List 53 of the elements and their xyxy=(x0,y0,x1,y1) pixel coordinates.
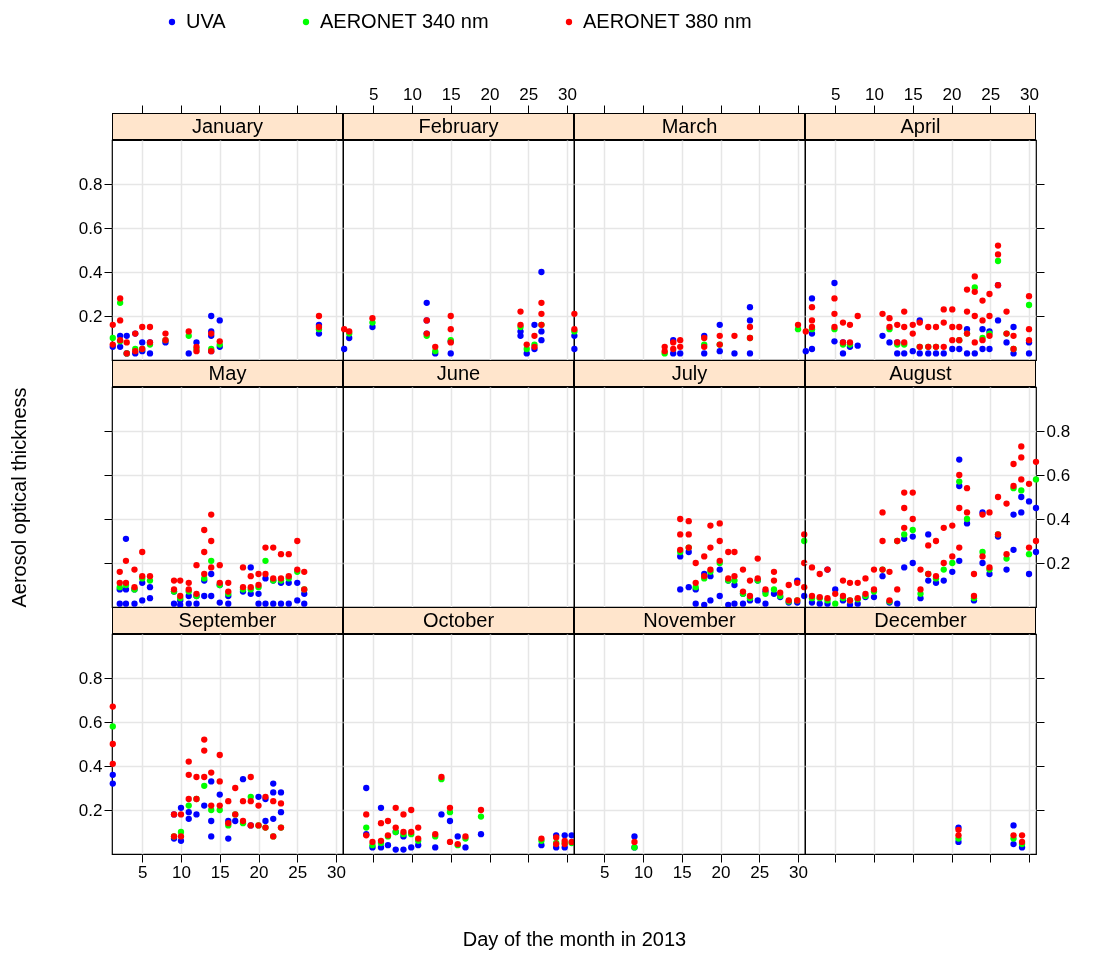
y-tick-label: 0.8 xyxy=(78,668,103,688)
x-tick-label: 30 xyxy=(789,862,808,882)
panel-header: March xyxy=(574,113,805,140)
panel-header: November xyxy=(574,607,805,634)
x-tick-label: 20 xyxy=(249,862,269,882)
y-tick-label: 0.4 xyxy=(78,756,103,776)
panel-header: April xyxy=(805,113,1036,140)
x-tick-label: 5 xyxy=(369,84,379,104)
y-tick-label: 0.4 xyxy=(78,262,103,282)
x-tick-label: 10 xyxy=(403,84,422,104)
x-tick-label: 20 xyxy=(480,84,500,104)
y-tick-label: 0.2 xyxy=(78,306,103,326)
panel-header: September xyxy=(112,607,343,634)
x-tick-label: 10 xyxy=(634,862,653,882)
y-tick-label: 0.6 xyxy=(78,218,103,238)
legend-label: AERONET 380 nm xyxy=(583,10,752,32)
x-tick-label: 30 xyxy=(558,84,577,104)
y-tick-label: 0.6 xyxy=(1046,465,1071,485)
y-tick-label: 0.6 xyxy=(78,712,103,732)
panel-header: October xyxy=(343,607,574,634)
x-tick-label: 15 xyxy=(210,862,230,882)
x-tick-label: 20 xyxy=(942,84,962,104)
panel-header: January xyxy=(112,113,343,140)
y-tick-label: 0.8 xyxy=(1046,421,1071,441)
x-tick-label: 20 xyxy=(711,862,731,882)
x-tick-label: 5 xyxy=(600,862,610,882)
panel-header: July xyxy=(574,360,805,387)
x-tick-label: 25 xyxy=(288,862,308,882)
panel-header: February xyxy=(343,113,574,140)
y-tick-label: 0.4 xyxy=(1046,509,1071,529)
y-tick-label: 0.2 xyxy=(1046,553,1071,573)
y-tick-label: 0.8 xyxy=(78,174,103,194)
x-tick-label: 5 xyxy=(138,862,148,882)
legend-label: AERONET 340 nm xyxy=(320,10,489,32)
x-tick-label: 30 xyxy=(1020,84,1039,104)
x-tick-label: 25 xyxy=(750,862,770,882)
panel-header: June xyxy=(343,360,574,387)
x-axis-title: Day of the month in 2013 xyxy=(462,927,687,950)
x-tick-label: 25 xyxy=(519,84,539,104)
x-tick-label: 15 xyxy=(441,84,461,104)
x-tick-label: 15 xyxy=(903,84,923,104)
x-tick-label: 10 xyxy=(865,84,884,104)
x-tick-label: 25 xyxy=(981,84,1001,104)
x-tick-label: 30 xyxy=(327,862,346,882)
x-tick-label: 15 xyxy=(672,862,692,882)
x-tick-label: 5 xyxy=(831,84,841,104)
x-tick-label: 10 xyxy=(172,862,191,882)
panel-header: August xyxy=(805,360,1036,387)
panel-header: May xyxy=(112,360,343,387)
y-tick-label: 0.2 xyxy=(78,800,103,820)
legend-label: UVA xyxy=(186,10,227,32)
y-axis-title: Aerosol optical thickness xyxy=(8,387,30,608)
panel-header: December xyxy=(805,607,1036,634)
